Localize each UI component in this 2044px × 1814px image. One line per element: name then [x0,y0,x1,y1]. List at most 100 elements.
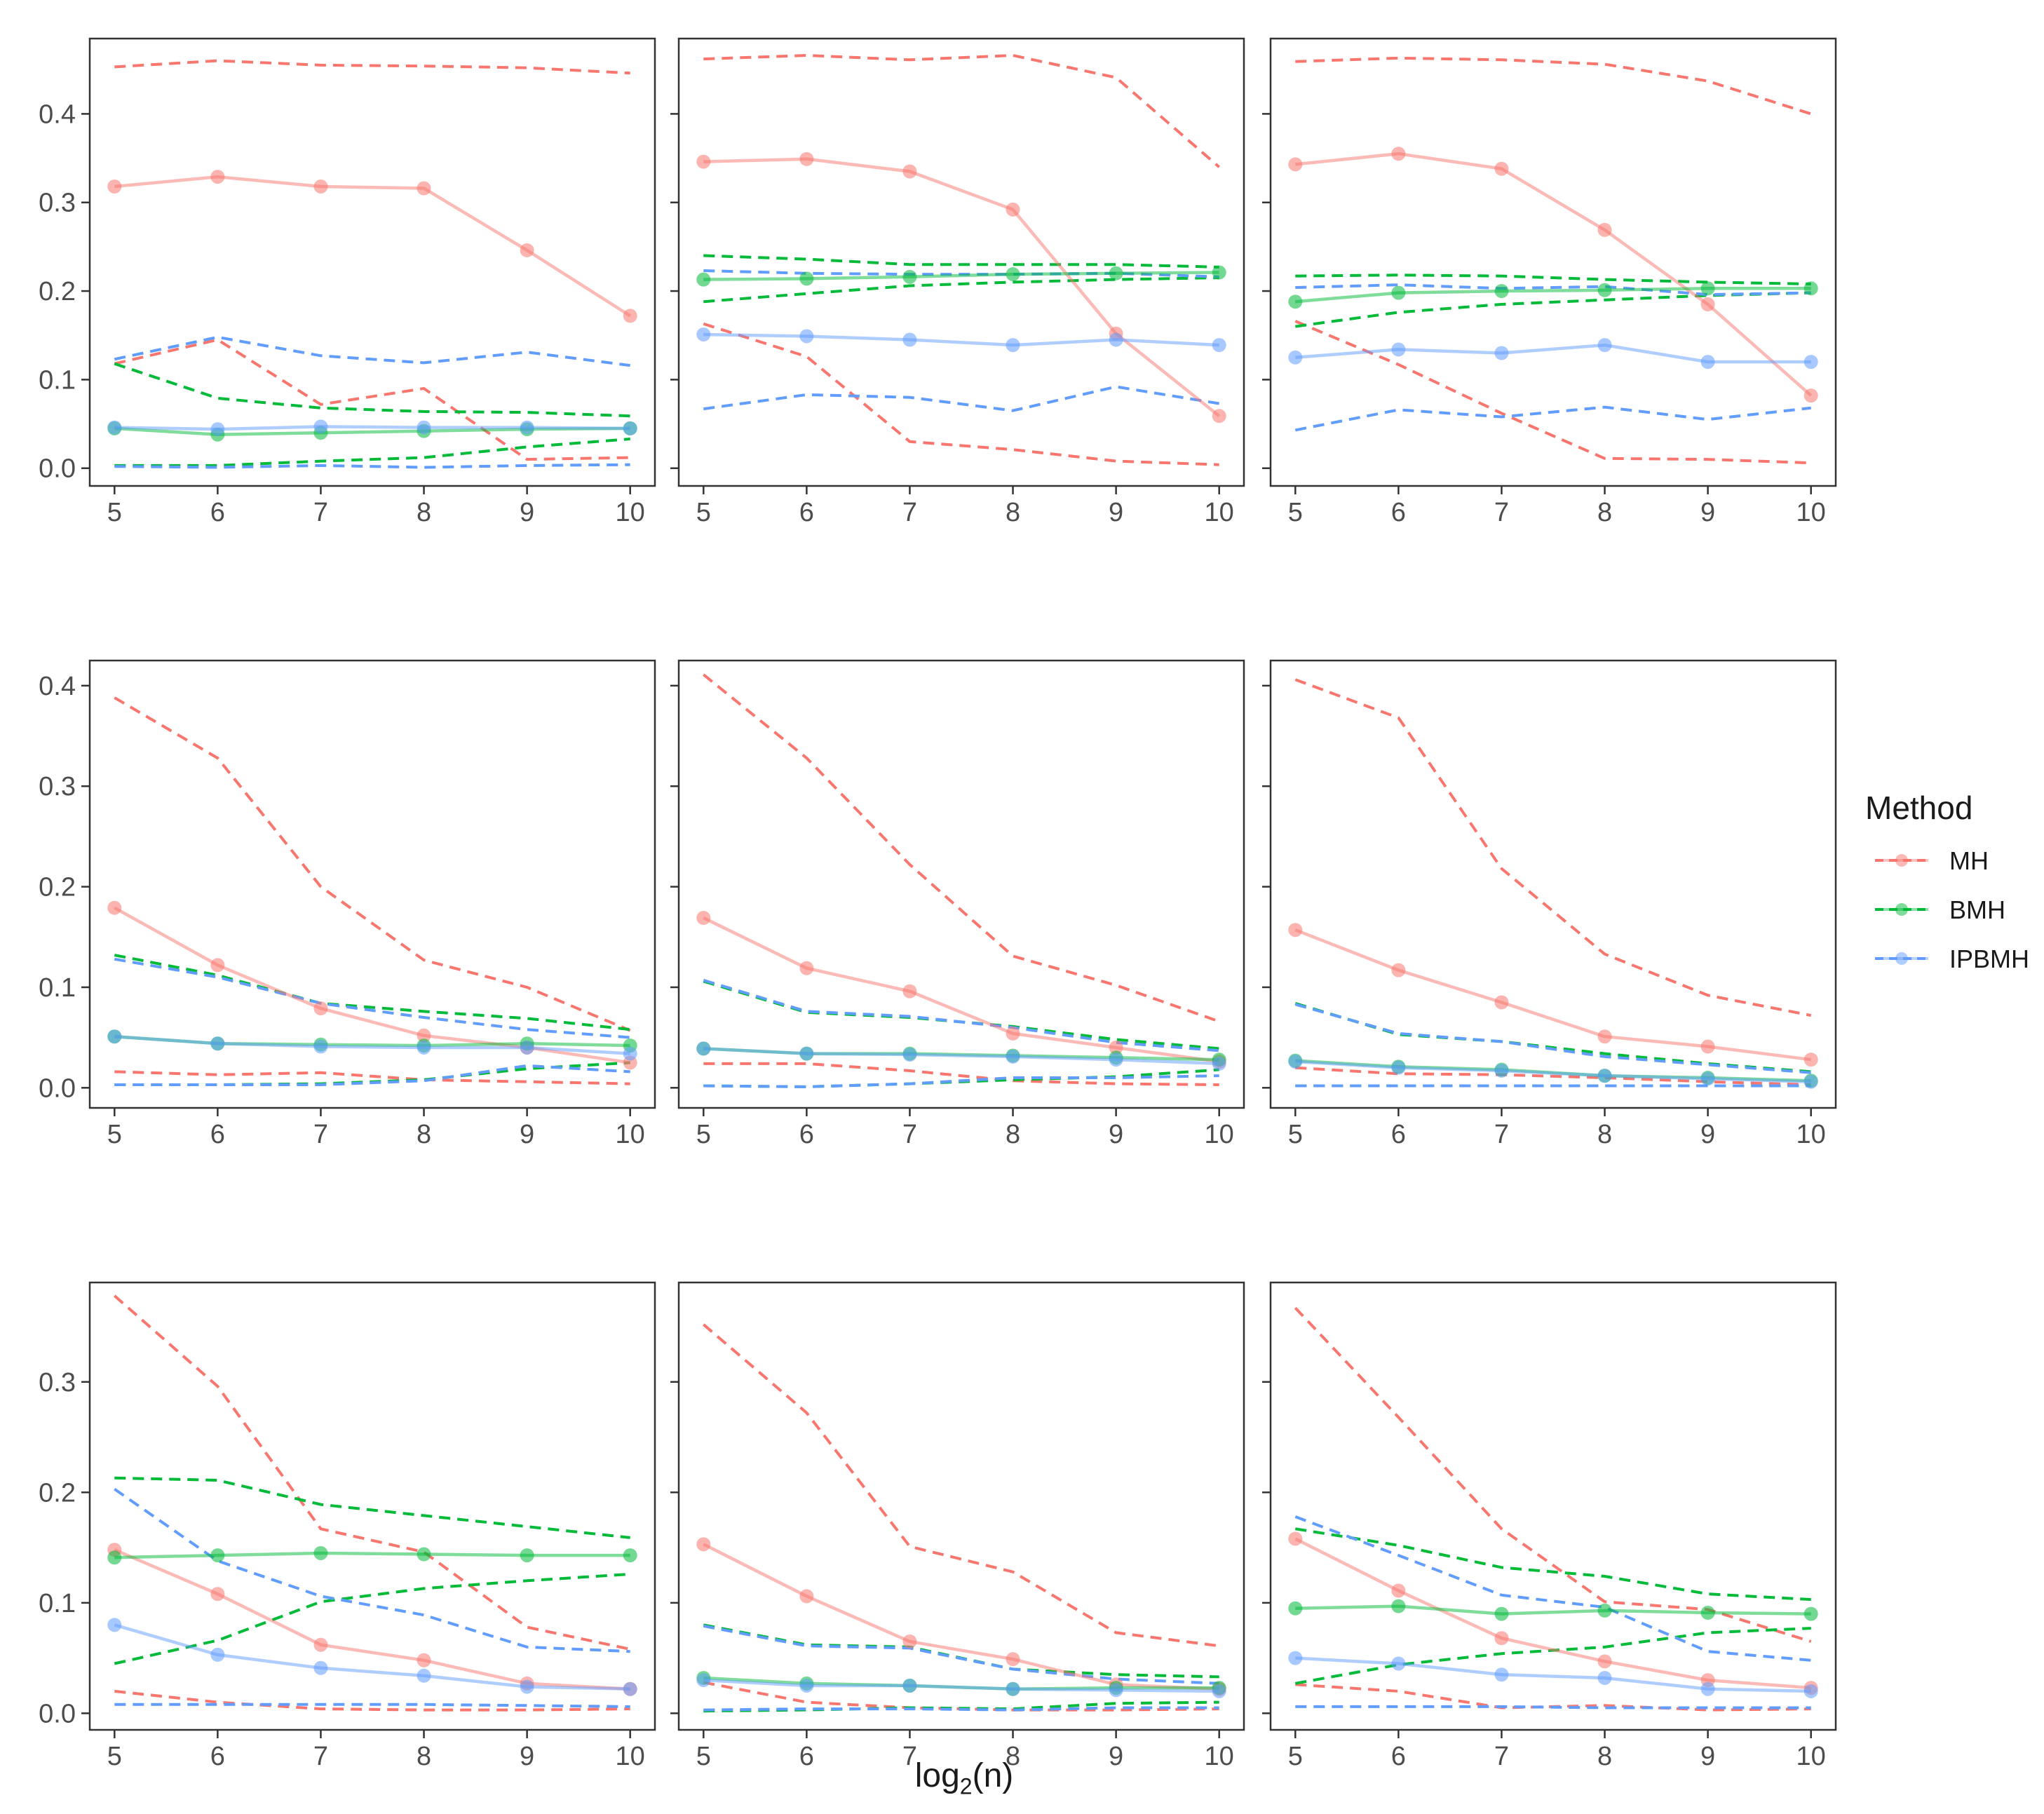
data-point-ipbmh [799,329,814,344]
data-point-mh [1803,1052,1818,1067]
legend-label-ipbmh: IPBMH [1949,945,2030,973]
x-tick-label: 10 [1796,1742,1826,1771]
x-tick-label: 8 [1006,1742,1020,1771]
mean-line-ipbmh [703,1678,1219,1693]
data-point-mh [623,309,637,323]
x-tick-label: 5 [696,1742,711,1771]
data-point-ipbmh [1006,338,1020,353]
x-tick-label: 5 [1288,1120,1303,1149]
y-tick-label: 0.2 [39,277,76,306]
data-point-ipbmh [799,1678,814,1693]
upper-bound-line-mh [702,1323,1219,1648]
data-point-mh [1597,222,1612,237]
data-point-mh [1288,1531,1303,1546]
lower-bound-line-ipbmh [703,1706,1219,1712]
data-point-ipbmh [1006,1681,1020,1696]
data-point-ipbmh [1597,338,1612,353]
data-point-mh [417,1653,431,1667]
data-point-mh [313,179,328,194]
data-point-ipbmh [313,1660,328,1675]
data-point-ipbmh [1700,1681,1715,1696]
data-point-bmh [623,1548,637,1563]
x-tick-label: 6 [210,1120,225,1149]
y-tick-label: 0.1 [39,365,76,395]
data-point-ipbmh [1288,1651,1303,1665]
x-tick-label: 8 [1597,1742,1612,1771]
data-point-ipbmh [1803,1684,1818,1698]
upper-bound-line-mh [1295,56,1812,116]
data-point-bmh [1391,1599,1406,1613]
x-tick-label: 9 [1109,1742,1123,1771]
x-tick-label: 9 [1109,498,1123,527]
panel-r2-c2: 5 6 7 8 9 10 [670,659,1245,1149]
data-point-bmh [1803,281,1818,296]
x-tick-label: 10 [1205,1742,1234,1771]
data-point-ipbmh [1288,350,1303,365]
mean-line-ipbmh [1295,1656,1811,1693]
x-tick-label: 7 [313,498,328,527]
data-point-ipbmh [107,1618,122,1632]
data-point-ipbmh [1212,1684,1226,1698]
data-point-ipbmh [417,1668,431,1683]
data-point-mh [799,961,814,975]
panel-r3-c3: 5 6 7 8 9 10 [1262,1281,1837,1771]
data-point-ipbmh [1803,1074,1818,1089]
data-point-mh [1597,1654,1612,1669]
x-tick-label: 7 [1494,1120,1509,1149]
upper-bound-line-bmh [114,362,630,418]
mean-line-mh [1294,1537,1811,1690]
upper-bound-line-mh [703,673,1220,1023]
y-tick-label: 0.2 [39,873,76,902]
mean-line-mh [1294,928,1811,1062]
legend-title: Method [1865,790,1973,826]
data-point-ipbmh [696,1673,711,1688]
panel-r1-c1: 5 6 7 8 9 10 0.0 0.1 0.2 0.3 0.4 [39,37,656,527]
x-tick-label: 7 [902,498,917,527]
data-point-mh [1391,963,1406,977]
legend-label-bmh: BMH [1949,895,2005,924]
panel-frame [88,37,656,487]
lower-bound-line-mh [114,1689,630,1712]
data-point-mh [1700,297,1715,312]
data-point-bmh [902,269,917,284]
x-tick-label: 10 [616,1742,645,1771]
data-point-bmh [210,1548,225,1563]
x-tick-label: 10 [1205,498,1234,527]
x-tick-label: 7 [1494,1742,1509,1771]
upper-bound-line-mh [114,59,630,75]
upper-bound-line-ipbmh [703,1624,1219,1685]
data-point-mh [1288,157,1303,172]
x-tick-label: 6 [210,498,225,527]
data-point-bmh [696,272,711,287]
data-point-ipbmh [107,1029,122,1044]
mean-line-mh [1295,151,1813,397]
x-tick-label: 10 [1796,498,1826,527]
data-point-mh [902,164,917,179]
upper-bound-line-ipbmh [114,1487,630,1653]
data-point-mh [1109,1040,1123,1055]
upper-bound-line-mh [1294,678,1812,1017]
upper-bound-line-ipbmh [1295,283,1811,297]
data-point-ipbmh [417,1040,431,1055]
mean-line-ipbmh [114,1623,630,1691]
data-point-mh [1494,161,1509,176]
data-point-mh [1212,409,1226,424]
data-point-ipbmh [1391,1656,1406,1671]
y-tick-label: 0.3 [39,189,76,218]
lower-bound-line-mh [114,1070,630,1085]
x-tick-label: 6 [799,498,814,527]
x-tick-label: 9 [520,498,534,527]
lower-bound-line-bmh [114,438,630,467]
x-tick-label: 10 [1205,1120,1234,1149]
x-tick-label: 6 [1391,1120,1406,1149]
data-point-ipbmh [623,1681,637,1696]
upper-bound-line-mh [703,53,1221,168]
data-point-bmh [520,1548,534,1563]
data-point-ipbmh [902,1048,917,1062]
data-point-bmh [417,1547,431,1562]
data-point-mh [313,1001,328,1016]
data-point-ipbmh [623,421,637,435]
x-tick-label: 5 [1288,498,1303,527]
x-tick-label: 9 [1700,1742,1715,1771]
